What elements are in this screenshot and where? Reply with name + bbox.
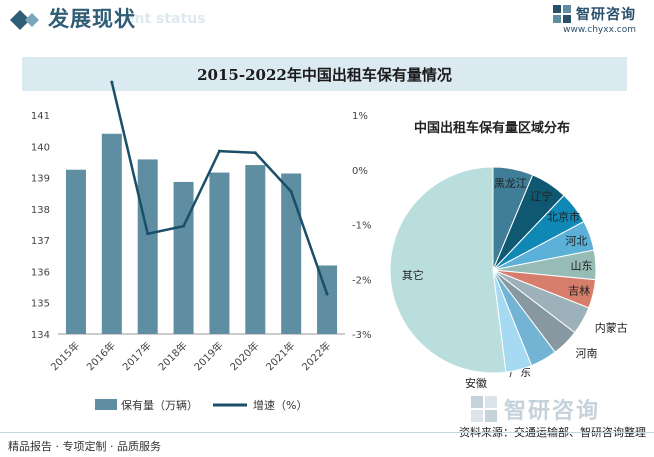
bar [209, 172, 230, 334]
legend-line-label: 增速（%） [253, 398, 307, 412]
pie-slice-label: 河北 [565, 234, 587, 247]
footer-tagline: 精品报告 · 专项定制 · 品质服务 [8, 440, 161, 453]
legend-bar-label: 保有量（万辆） [121, 398, 198, 412]
y-left-tick-label: 134 [31, 330, 50, 341]
y-right-tick-label: 1% [352, 111, 368, 122]
pie-slice-label: 北京市 [547, 209, 580, 223]
x-tick-label: 2018年 [155, 339, 189, 373]
bar [137, 159, 158, 334]
pie-slice-label: 其它 [402, 268, 424, 282]
footer: 精品报告 · 专项定制 · 品质服务 [0, 430, 654, 457]
pie-slice-label: 内蒙古 [595, 321, 628, 335]
pie-slice-label: 山东 [570, 260, 592, 273]
diamond-icon [10, 10, 39, 30]
header-ghost-text: ent status [125, 11, 206, 27]
legend-bar-swatch [95, 399, 117, 410]
brand-logo-icon [553, 5, 571, 23]
y-right-tick-label: -3% [352, 330, 371, 341]
growth-point [217, 149, 221, 153]
growth-point [110, 80, 114, 84]
pie-slice-label: 吉林 [568, 284, 590, 298]
x-tick-label: 2020年 [227, 339, 261, 373]
x-tick-label: 2019年 [191, 339, 225, 373]
x-tick-label: 2022年 [299, 339, 333, 373]
brand: 智研咨询 www.chyxx.com [552, 4, 636, 35]
growth-point [289, 190, 293, 194]
header: ent status 发展现状 智研咨询 www.chyxx.com [0, 0, 654, 40]
watermark-text: 智研咨询 [504, 399, 601, 424]
y-right-tick-label: -1% [352, 221, 371, 232]
chart-title: 2015-2022年中国出租车保有量情况 [197, 65, 452, 84]
section-title: 发展现状 [48, 7, 136, 31]
x-tick-label: 2015年 [48, 339, 82, 373]
x-tick-label: 2016年 [84, 339, 118, 373]
pie-slice-label: 河南 [575, 347, 597, 360]
y-left-tick-label: 141 [31, 111, 50, 122]
x-tick-label: 2021年 [263, 339, 297, 373]
growth-point [146, 232, 150, 236]
growth-point [325, 292, 329, 296]
brand-name: 智研咨询 [576, 7, 636, 23]
bar [173, 181, 194, 334]
chart-title-bar: 2015-2022年中国出租车保有量情况 [22, 57, 627, 91]
y-left-tick-label: 140 [31, 142, 50, 153]
footer-divider [0, 432, 654, 433]
x-tick-label: 2017年 [120, 339, 154, 373]
y-left-tick-label: 135 [31, 299, 50, 310]
growth-point [182, 224, 186, 228]
pie-slice-label: 黑龙江 [494, 177, 527, 190]
y-left-tick-label: 136 [31, 267, 50, 278]
bar [245, 165, 266, 334]
watermark-logo-icon [471, 396, 497, 422]
pie-title: 中国出租车保有量区域分布 [414, 120, 570, 136]
pie-slice [389, 166, 507, 374]
y-left-tick-label: 137 [31, 236, 50, 247]
y-left-tick-label: 138 [31, 205, 50, 216]
watermark: 智研咨询 [470, 393, 600, 425]
bar [65, 169, 86, 334]
bar [281, 173, 302, 334]
pie-slice-label: 安徽 [465, 376, 487, 390]
bar [101, 133, 122, 334]
pie-slice-label: 辽宁 [530, 189, 552, 203]
y-left-tick-label: 139 [31, 174, 50, 185]
y-right-tick-label: 0% [352, 166, 368, 177]
growth-point [253, 151, 257, 155]
y-right-tick-label: -2% [352, 275, 371, 286]
brand-url: www.chyxx.com [563, 25, 636, 35]
